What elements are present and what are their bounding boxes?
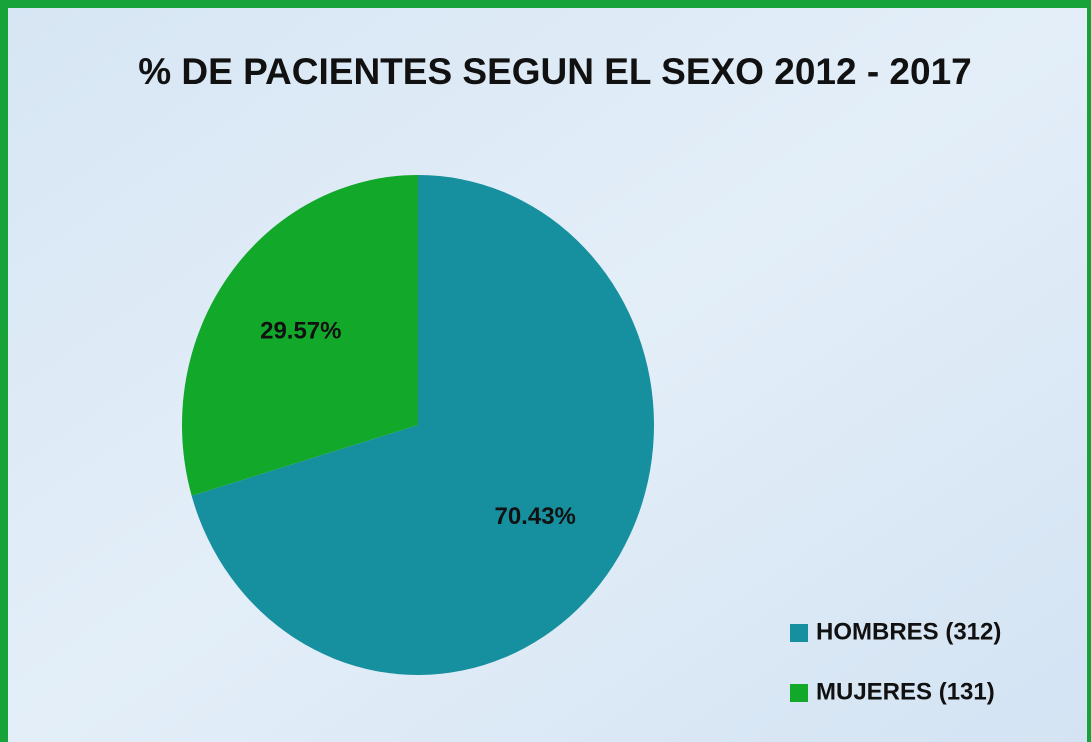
legend-label: MUJERES (131) bbox=[816, 678, 995, 705]
legend-swatch bbox=[790, 624, 808, 642]
data-label: 29.57% bbox=[260, 318, 341, 345]
pie-slice bbox=[191, 175, 654, 676]
legend-swatch bbox=[790, 684, 808, 702]
chart-title: % DE PACIENTES SEGUN EL SEXO 2012 - 2017 bbox=[138, 51, 972, 92]
data-label: 70.43% bbox=[494, 503, 575, 530]
pie-slice bbox=[181, 175, 418, 496]
legend-label: HOMBRES (312) bbox=[816, 618, 1001, 645]
